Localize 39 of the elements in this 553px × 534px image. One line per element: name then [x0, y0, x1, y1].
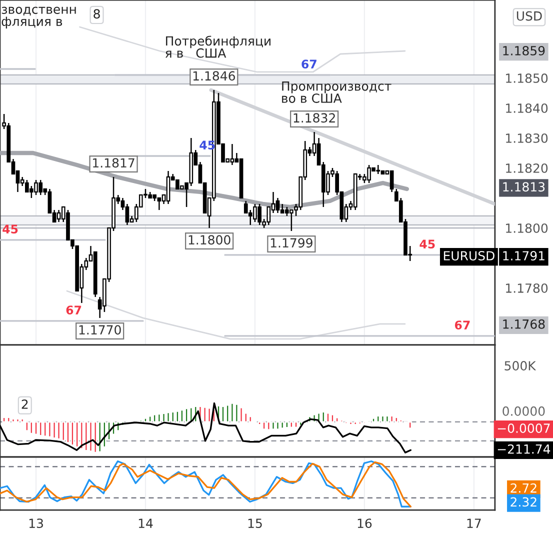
- text: USD: [516, 11, 542, 21]
- x-tick-label: 15: [248, 518, 262, 528]
- annotation: 45: [420, 240, 435, 249]
- text: 1.1859: [503, 46, 545, 56]
- annotation: зводственн фляция в: [2, 6, 76, 28]
- y-tick-label: 1.1780: [506, 283, 548, 293]
- x-tick-label: 17: [467, 518, 481, 528]
- annotation: 2: [22, 399, 28, 409]
- y-tick-label: 1.1830: [506, 133, 548, 143]
- annotation: 1.1817: [93, 158, 134, 168]
- annotation: 67: [302, 60, 316, 69]
- text: 0.0000: [502, 406, 545, 416]
- y-tick-label: 1.1850: [506, 73, 548, 83]
- text: 2.32: [510, 497, 536, 507]
- annotation: 67: [454, 320, 470, 330]
- text: 1.1813: [503, 182, 545, 192]
- text: 1.1768: [503, 319, 545, 329]
- annotation: 45: [2, 224, 18, 234]
- annotation: Потребинфляци я в США: [166, 36, 270, 58]
- x-tick-label: 14: [138, 518, 153, 528]
- annotation: 67: [66, 306, 82, 315]
- x-tick-label: 16: [358, 518, 372, 528]
- annotation: Промпроизводст во в США: [282, 82, 392, 103]
- annotation: 1.1832: [294, 113, 335, 123]
- text: −211.74: [498, 444, 550, 454]
- annotation: 1.1846: [193, 71, 235, 81]
- annotation: 1.1770: [79, 325, 121, 335]
- text: −0.0007: [498, 424, 550, 433]
- y-tick-label: 1.1820: [506, 163, 548, 173]
- y-tick-label: 1.1840: [506, 103, 548, 113]
- annotation: 1.1800: [188, 235, 230, 245]
- text: 2.72: [510, 483, 536, 493]
- y-tick-label: 1.1800: [506, 223, 548, 233]
- annotation: 1.1799: [270, 238, 312, 248]
- annotation: EURUSD: [444, 251, 494, 260]
- x-tick-label: 13: [29, 518, 43, 528]
- text: 1.1791: [503, 251, 544, 260]
- annotation: 8: [94, 9, 100, 19]
- text: 500K: [504, 361, 536, 370]
